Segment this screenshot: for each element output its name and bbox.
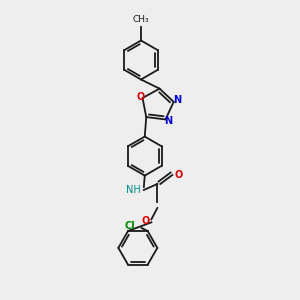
Text: NH: NH [126, 185, 141, 195]
Text: N: N [173, 95, 182, 105]
Text: Cl: Cl [125, 221, 136, 232]
Text: O: O [136, 92, 144, 102]
Text: O: O [174, 170, 182, 180]
Text: O: O [141, 216, 149, 226]
Text: CH₃: CH₃ [133, 15, 149, 24]
Text: N: N [164, 116, 172, 126]
